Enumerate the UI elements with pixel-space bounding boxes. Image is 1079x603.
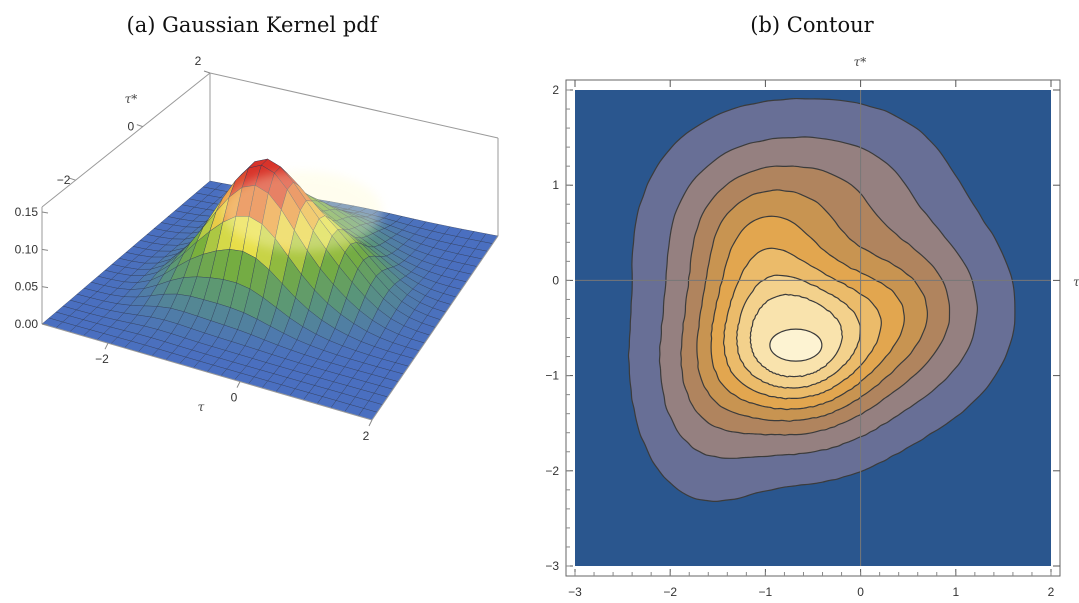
contour-y-tick-label: −3	[545, 559, 559, 573]
z-tick-label: 0.05	[15, 280, 39, 294]
surface-x-ticks: −2 0 2	[95, 342, 373, 443]
contour-x-tick-label: 1	[952, 585, 959, 599]
x-tick-mark	[236, 381, 241, 388]
y-tick-mark	[69, 177, 76, 181]
x-tick-label: −2	[95, 352, 109, 366]
surface-title: (a) Gaussian Kernel pdf	[127, 13, 380, 37]
contour-ticks: −3 −2 −1 0 1 2 −3 −2 −1 0 1 2	[545, 80, 1060, 599]
contour-y-tick-label: 1	[552, 178, 559, 192]
contour-x-tick-label: −2	[663, 585, 677, 599]
contour-y-label: τ*	[854, 55, 867, 69]
contour-x-tick-label: 0	[857, 585, 864, 599]
z-tick-mark	[41, 211, 49, 214]
surface-plot: (a) Gaussian Kernel pdf 0.00 0.05 0.10 0.15…	[15, 13, 499, 443]
z-tick-mark	[41, 248, 49, 251]
surface-y-label: τ*	[125, 92, 138, 106]
contour-title: (b) Contour	[750, 13, 874, 37]
y-tick-label: 2	[195, 54, 202, 68]
contour-band	[769, 328, 823, 362]
surface-y-ticks: −2 0 2	[57, 54, 211, 187]
y-tick-label: 0	[127, 120, 134, 134]
contour-y-tick-label: 0	[552, 273, 559, 287]
x-tick-label: 0	[231, 391, 238, 405]
contour-x-tick-label: −1	[759, 585, 773, 599]
z-tick-mark	[41, 323, 49, 326]
surface-box-front	[41, 235, 499, 421]
surface-highlight	[222, 171, 383, 252]
contour-bands	[627, 97, 1016, 503]
contour-y-tick-label: −2	[545, 464, 559, 478]
surface-shading	[222, 171, 383, 252]
contour-x-tick-label: −3	[568, 585, 582, 599]
contour-x-label: τ	[1073, 275, 1079, 289]
y-tick-mark	[136, 124, 143, 128]
contour-plot: (b) Contour −3 −2 −1 0 1 2 −3 −2 −1 0 1 2 τ* τ	[545, 13, 1079, 599]
contour-frame	[565, 79, 1061, 577]
surface-box-back	[41, 72, 499, 324]
z-tick-label: 0.10	[15, 242, 39, 256]
z-tick-label: 0.15	[15, 205, 39, 219]
x-tick-mark	[104, 342, 109, 350]
contour-y-tick-label: −1	[545, 369, 559, 383]
contour-y-tick-label: 2	[552, 83, 559, 97]
x-tick-label: 2	[363, 429, 370, 443]
y-tick-label: −2	[57, 173, 71, 187]
z-tick-mark	[41, 286, 49, 289]
surface-z-ticks: 0.00 0.05 0.10 0.15	[15, 205, 49, 331]
contour-x-tick-label: 2	[1048, 585, 1055, 599]
y-tick-mark	[203, 70, 211, 74]
x-tick-mark	[368, 419, 373, 427]
z-tick-label: 0.00	[15, 317, 39, 331]
surface-x-label: τ	[198, 400, 205, 414]
